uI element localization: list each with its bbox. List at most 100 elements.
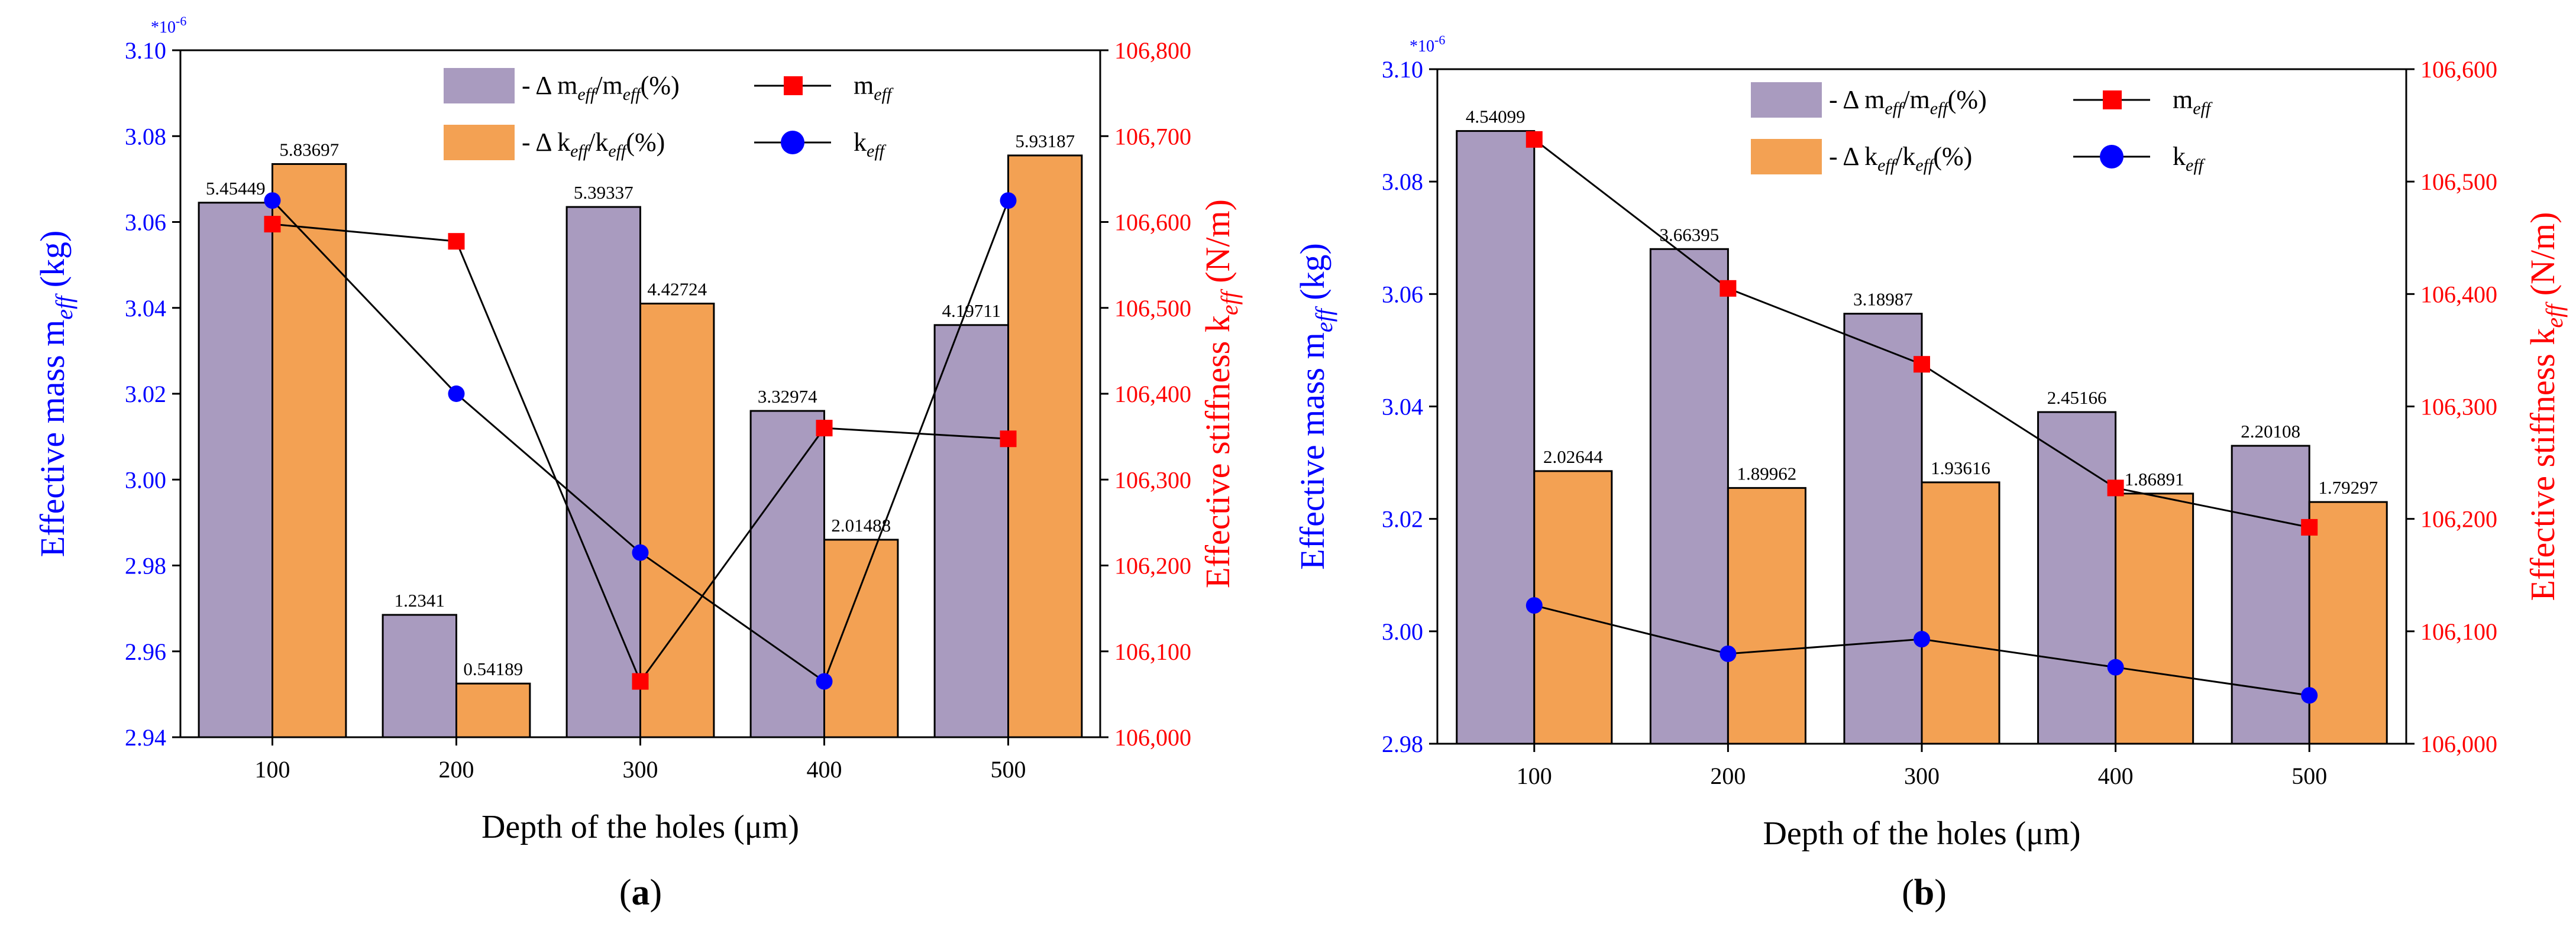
legend-label-k-eff: keff [2173,142,2206,175]
right-tick-label: 106,200 [1114,553,1191,579]
marker-m-eff [2301,518,2318,536]
right-tick-label: 106,800 [1114,37,1191,64]
legend-swatch-mass-change [444,68,515,103]
bar-stiffness-change [639,302,715,738]
right-tick-label: 106,500 [1114,295,1191,322]
bar-stiffness-change [823,539,899,738]
right-tick-label: 106,300 [2420,394,2497,420]
bar-mass-change [749,410,825,738]
bar-data-label: 5.39337 [574,182,634,203]
bar-data-label: 3.32974 [758,386,817,407]
left-tick-label: 3.02 [1382,506,1423,533]
right-tick-label: 106,600 [2420,56,2497,83]
left-axis-exponent: *10-6 [1410,33,1445,56]
marker-k-eff [1000,192,1017,209]
chart-panel-b: 4.54099 3.66395 3.18987 2.45166 2.20108 2.026… [1293,33,2568,913]
right-tick-label: 106,000 [1114,724,1191,751]
x-tick-label: 400 [2098,763,2134,789]
bar-stiffness-change [1533,470,1613,745]
bar-mass-change [382,614,457,738]
marker-m-eff [1525,131,1543,148]
right-axis-title: Effective stiffness keff (N/m) [2523,212,2568,601]
left-tick-label: 3.08 [1382,168,1423,195]
right-axis-title: Effective stiffness keff (N/m) [1198,199,1243,588]
bar-data-label: 4.19711 [942,300,1001,321]
bar-data-label: 5.93187 [1015,131,1075,151]
right-tick-label: 106,500 [2420,168,2497,195]
bar-data-label: 2.45166 [2047,387,2107,408]
marker-k-eff [816,673,833,690]
left-axis-title: Effective mass meff (kg) [1293,243,1337,570]
marker-m-eff [264,216,281,233]
panel-label: (a) [619,873,662,913]
marker-k-eff [1525,597,1543,614]
legend-label-mass-change: - Δ meff/meff(%) [522,71,680,104]
bar-mass-change [1456,130,1536,745]
left-tick-label: 2.96 [125,638,166,665]
bar-stiffness-change [2115,492,2194,745]
bar-mass-change [198,202,274,738]
bar-mass-change [2231,445,2310,745]
marker-m-eff [632,673,649,690]
bar-data-label: 1.2341 [395,590,445,611]
x-axis-title: Depth of the holes (μm) [1763,815,2080,852]
x-tick-label: 500 [991,756,1026,783]
left-tick-label: 3.06 [125,209,166,236]
right-tick-label: 106,000 [2420,731,2497,757]
x-tick-label: 100 [1517,763,1552,789]
right-tick-label: 106,200 [2420,506,2497,533]
bar-mass-change [933,324,1009,738]
marker-k-eff [264,192,281,209]
bar-data-label: 5.45449 [206,178,266,199]
bar-data-label: 3.66395 [1660,224,1720,245]
legend-marker-k-eff [781,131,804,154]
bar-data-label: 2.02644 [1543,446,1603,467]
right-tick-label: 106,600 [1114,209,1191,236]
marker-k-eff [2301,687,2318,704]
marker-k-eff [632,544,649,561]
left-tick-label: 2.98 [1382,731,1423,757]
x-tick-label: 400 [807,756,842,783]
bar-data-label: 5.83697 [279,139,339,160]
bar-data-label: 2.20108 [2241,421,2300,442]
right-tick-label: 106,400 [2420,281,2497,307]
left-tick-label: 2.94 [125,724,166,751]
bar-data-label: 4.42724 [647,278,707,299]
bar-data-label: 3.18987 [1853,289,1913,310]
bar-stiffness-change [1921,481,2000,745]
x-tick-label: 200 [1710,763,1746,789]
bar-data-label: 1.86891 [2125,469,2184,490]
legend-label-stiffness-change: - Δ keff/keff(%) [1829,142,1972,175]
left-tick-label: 3.08 [125,123,166,150]
bar-mass-change [1649,248,1729,745]
legend-label-m-eff: meff [2173,85,2213,118]
chart-panel-a: 5.45449 1.2341 5.39337 3.32974 4.19711 5.8369… [33,14,1243,913]
right-tick-label: 106,700 [1114,123,1191,150]
bar-data-label: 1.93616 [1931,458,1990,478]
left-tick-label: 3.10 [125,37,166,64]
left-tick-label: 2.98 [125,553,166,579]
right-tick-label: 106,300 [1114,466,1191,493]
bar-stiffness-change [2308,501,2388,745]
marker-m-eff [1720,280,1737,297]
x-tick-label: 300 [623,756,658,783]
left-axis-exponent: *10-6 [151,14,186,37]
legend-label-m-eff: meff [854,71,894,104]
marker-m-eff [448,233,465,250]
legend-marker-k-eff [2100,145,2123,168]
panel-label: (b) [1902,873,1947,913]
left-tick-label: 3.04 [125,295,166,322]
left-tick-label: 3.04 [1382,394,1423,420]
x-tick-label: 100 [255,756,290,783]
legend-swatch-stiffness-change [444,125,515,160]
legend-label-mass-change: - Δ meff/meff(%) [1829,85,1987,118]
left-tick-label: 3.00 [125,466,166,493]
bar-stiffness-change [455,682,531,738]
bar-data-label: 0.54189 [463,659,523,679]
marker-m-eff [1914,356,1930,373]
marker-k-eff [1914,631,1930,648]
marker-m-eff [816,420,833,437]
bar-stiffness-change [272,163,347,738]
